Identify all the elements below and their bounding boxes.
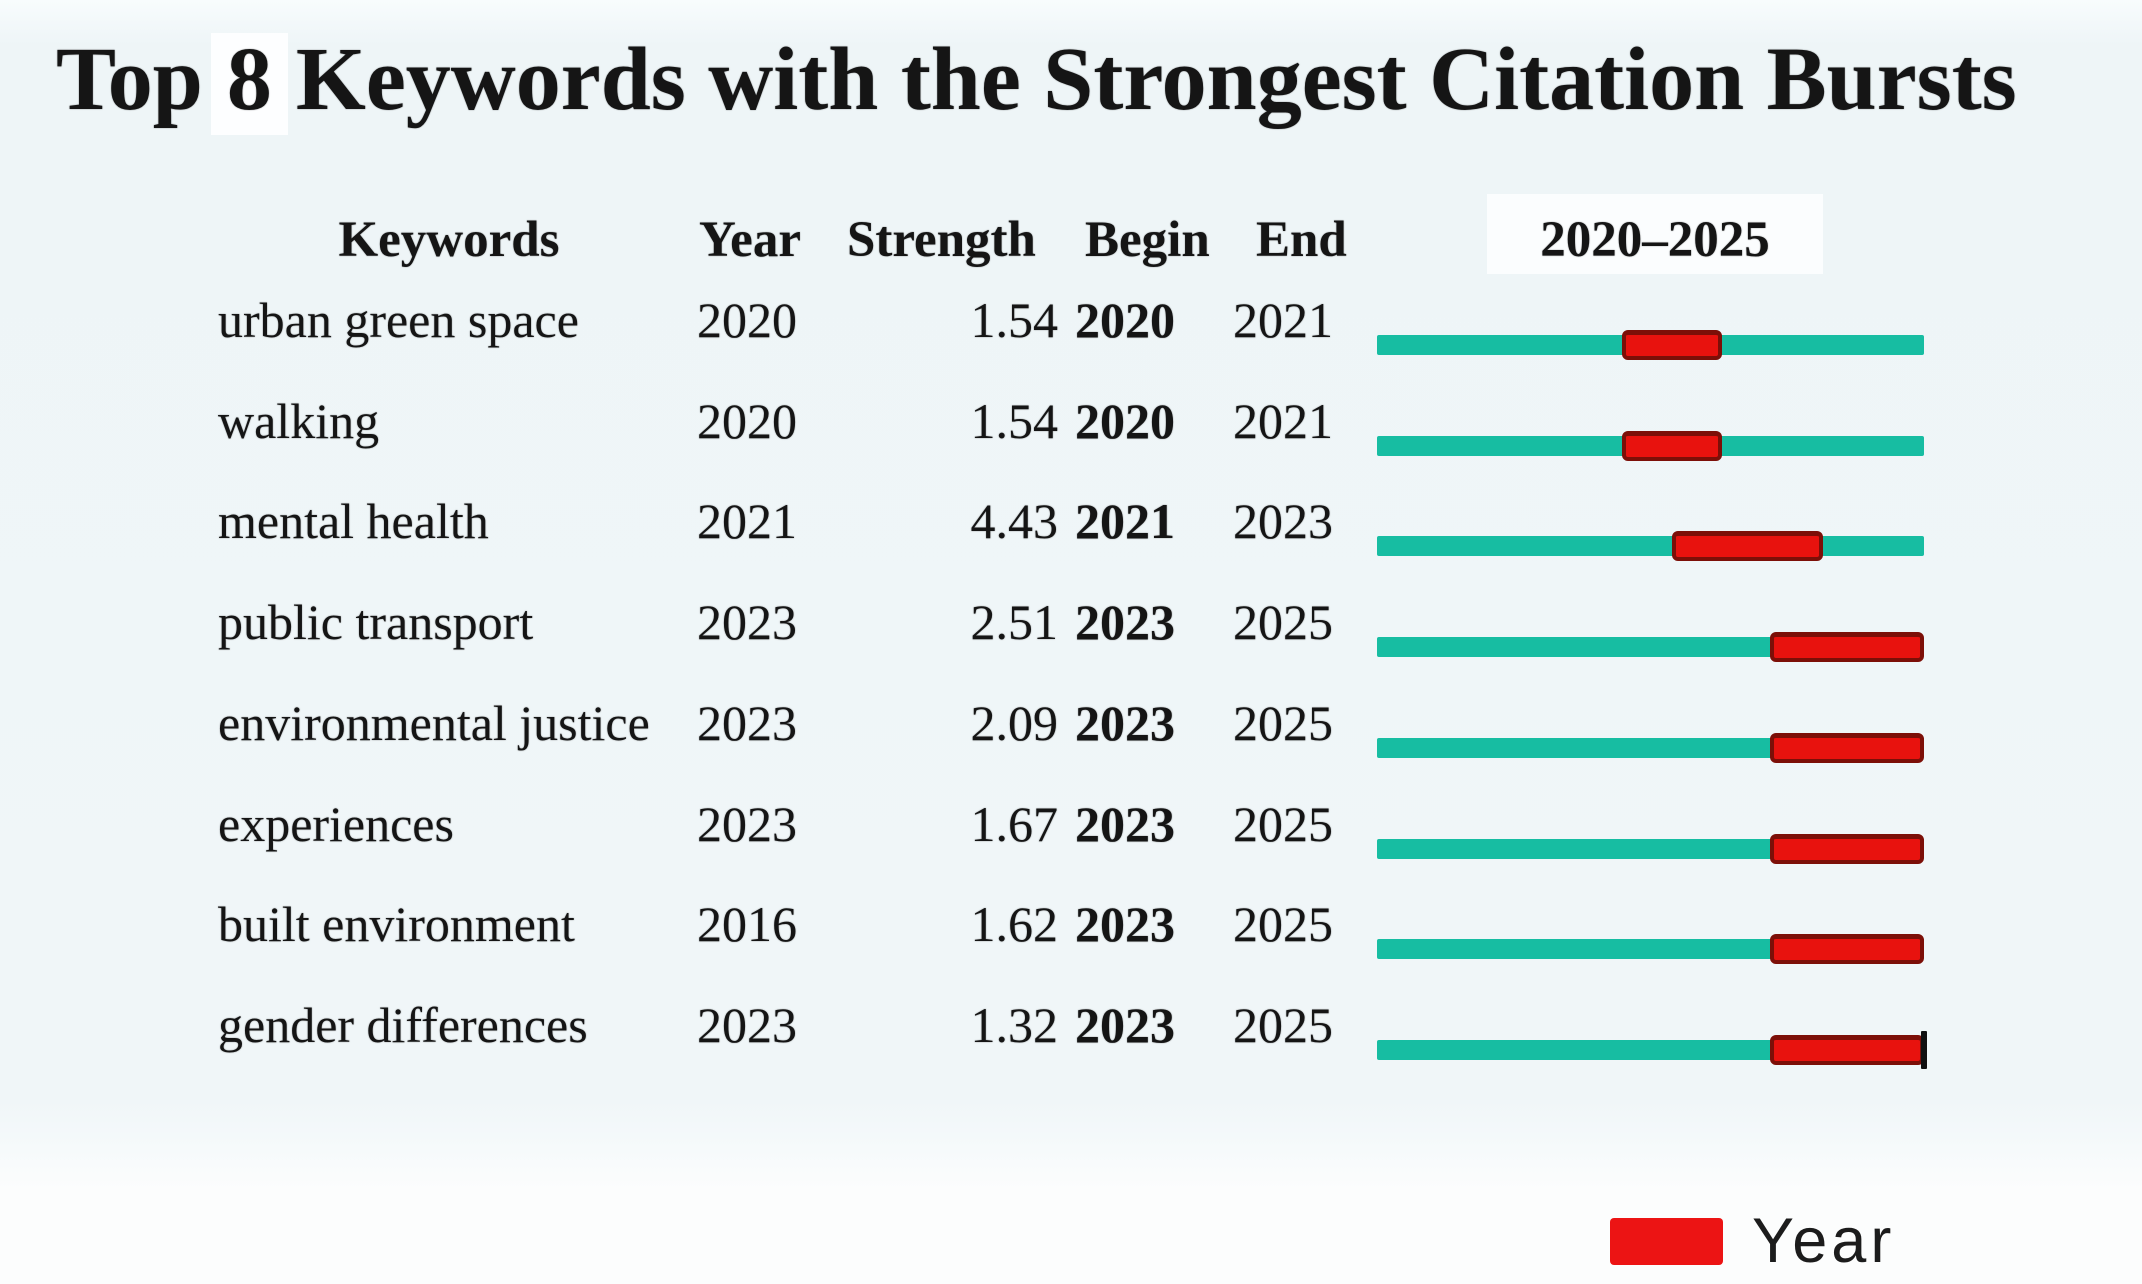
begin-cell: 2023 [1075,594,1175,651]
timeline-bar [1377,330,1924,360]
year-cell: 2016 [697,896,797,953]
end-cell: 2025 [1233,594,1333,651]
year-cell: 2021 [697,493,797,550]
strength-cell: 1.54 [970,392,1059,449]
burst-segment [1769,1030,1927,1069]
begin-cell: 2021 [1075,493,1175,550]
strength-cell: 1.67 [970,795,1059,852]
begin-cell: 2020 [1075,392,1175,449]
year-cell: 2020 [697,292,797,348]
table-row: walking 2020 1.54 2020 2021 [0,371,2142,471]
begin-cell: 2023 [1075,996,1175,1053]
begin-cell: 2023 [1075,795,1175,852]
table-row: gender differences 2023 1.32 2023 2025 [0,975,2142,1075]
end-cell: 2025 [1233,694,1333,751]
title-prefix: Top [56,30,203,129]
begin-cell: 2020 [1075,292,1175,348]
keyword-cell: urban green space [218,292,579,348]
burst-segment [1769,632,1924,663]
end-cell: 2025 [1233,996,1333,1053]
timeline-bar [1377,632,1924,663]
strength-cell: 2.51 [970,594,1059,651]
strength-cell: 4.43 [970,493,1059,550]
year-cell: 2020 [697,392,797,449]
end-cell: 2025 [1233,795,1333,852]
strength-cell: 1.32 [970,996,1059,1053]
strength-cell: 2.09 [970,694,1059,751]
column-header-year: Year [699,212,801,268]
table-row: mental health 2021 4.43 2021 2023 [0,471,2142,571]
table-row: built environment 2016 1.62 2023 2025 [0,874,2142,974]
table-row: experiences 2023 1.67 2023 2025 [0,774,2142,874]
strength-cell: 1.54 [970,292,1059,348]
column-header-end: End [1256,212,1347,268]
burst-segment [1769,732,1924,763]
timeline-bar [1377,833,1924,864]
timeline-bar [1377,732,1924,763]
end-cell: 2021 [1233,292,1333,348]
timeline-bar [1377,531,1924,562]
keyword-cell: environmental justice [218,694,650,751]
year-cell: 2023 [697,594,797,651]
keyword-cell: public transport [218,594,534,651]
timeline-bar [1377,1030,1927,1069]
end-cell: 2023 [1233,493,1333,550]
axis-end-tick [1920,1030,1927,1069]
strength-cell: 1.62 [970,896,1059,953]
end-cell: 2021 [1233,392,1333,449]
keyword-cell: built environment [218,896,575,953]
year-cell: 2023 [697,694,797,751]
burst-segment [1769,934,1924,965]
title-count: 8 [210,33,288,135]
column-header-begin: Begin [1085,212,1210,268]
table-row: public transport 2023 2.51 2023 2025 [0,572,2142,672]
year-cell: 2023 [697,996,797,1053]
title-suffix: Keywords with the Strongest Citation Bur… [295,30,2017,129]
begin-cell: 2023 [1075,896,1175,953]
keyword-cell: gender differences [218,996,588,1053]
legend-burst-swatch [1610,1218,1723,1265]
burst-segment [1671,531,1823,562]
end-cell: 2025 [1233,896,1333,953]
burst-segment [1622,330,1723,360]
timeline-bar [1377,430,1924,461]
keyword-cell: walking [218,392,380,449]
burst-segment [1622,430,1723,461]
table-row: urban green space 2020 1.54 2020 2021 [0,270,2142,370]
keyword-cell: experiences [218,795,454,852]
table-row: environmental justice 2023 2.09 2023 202… [0,673,2142,773]
legend-label: Year [1752,1206,1896,1276]
year-cell: 2023 [697,795,797,852]
range-header-backdrop [1487,194,1823,274]
column-header-range: 2020–2025 [1540,212,1770,268]
keyword-cell: mental health [218,493,489,550]
timeline-bar [1377,934,1924,965]
begin-cell: 2023 [1075,694,1175,751]
column-header-keywords: Keywords [338,212,560,268]
page-title: Top 8 Keywords with the Strongest Citation… [56,28,2116,135]
column-header-strength: Strength [847,212,1036,268]
burst-segment [1769,833,1924,864]
